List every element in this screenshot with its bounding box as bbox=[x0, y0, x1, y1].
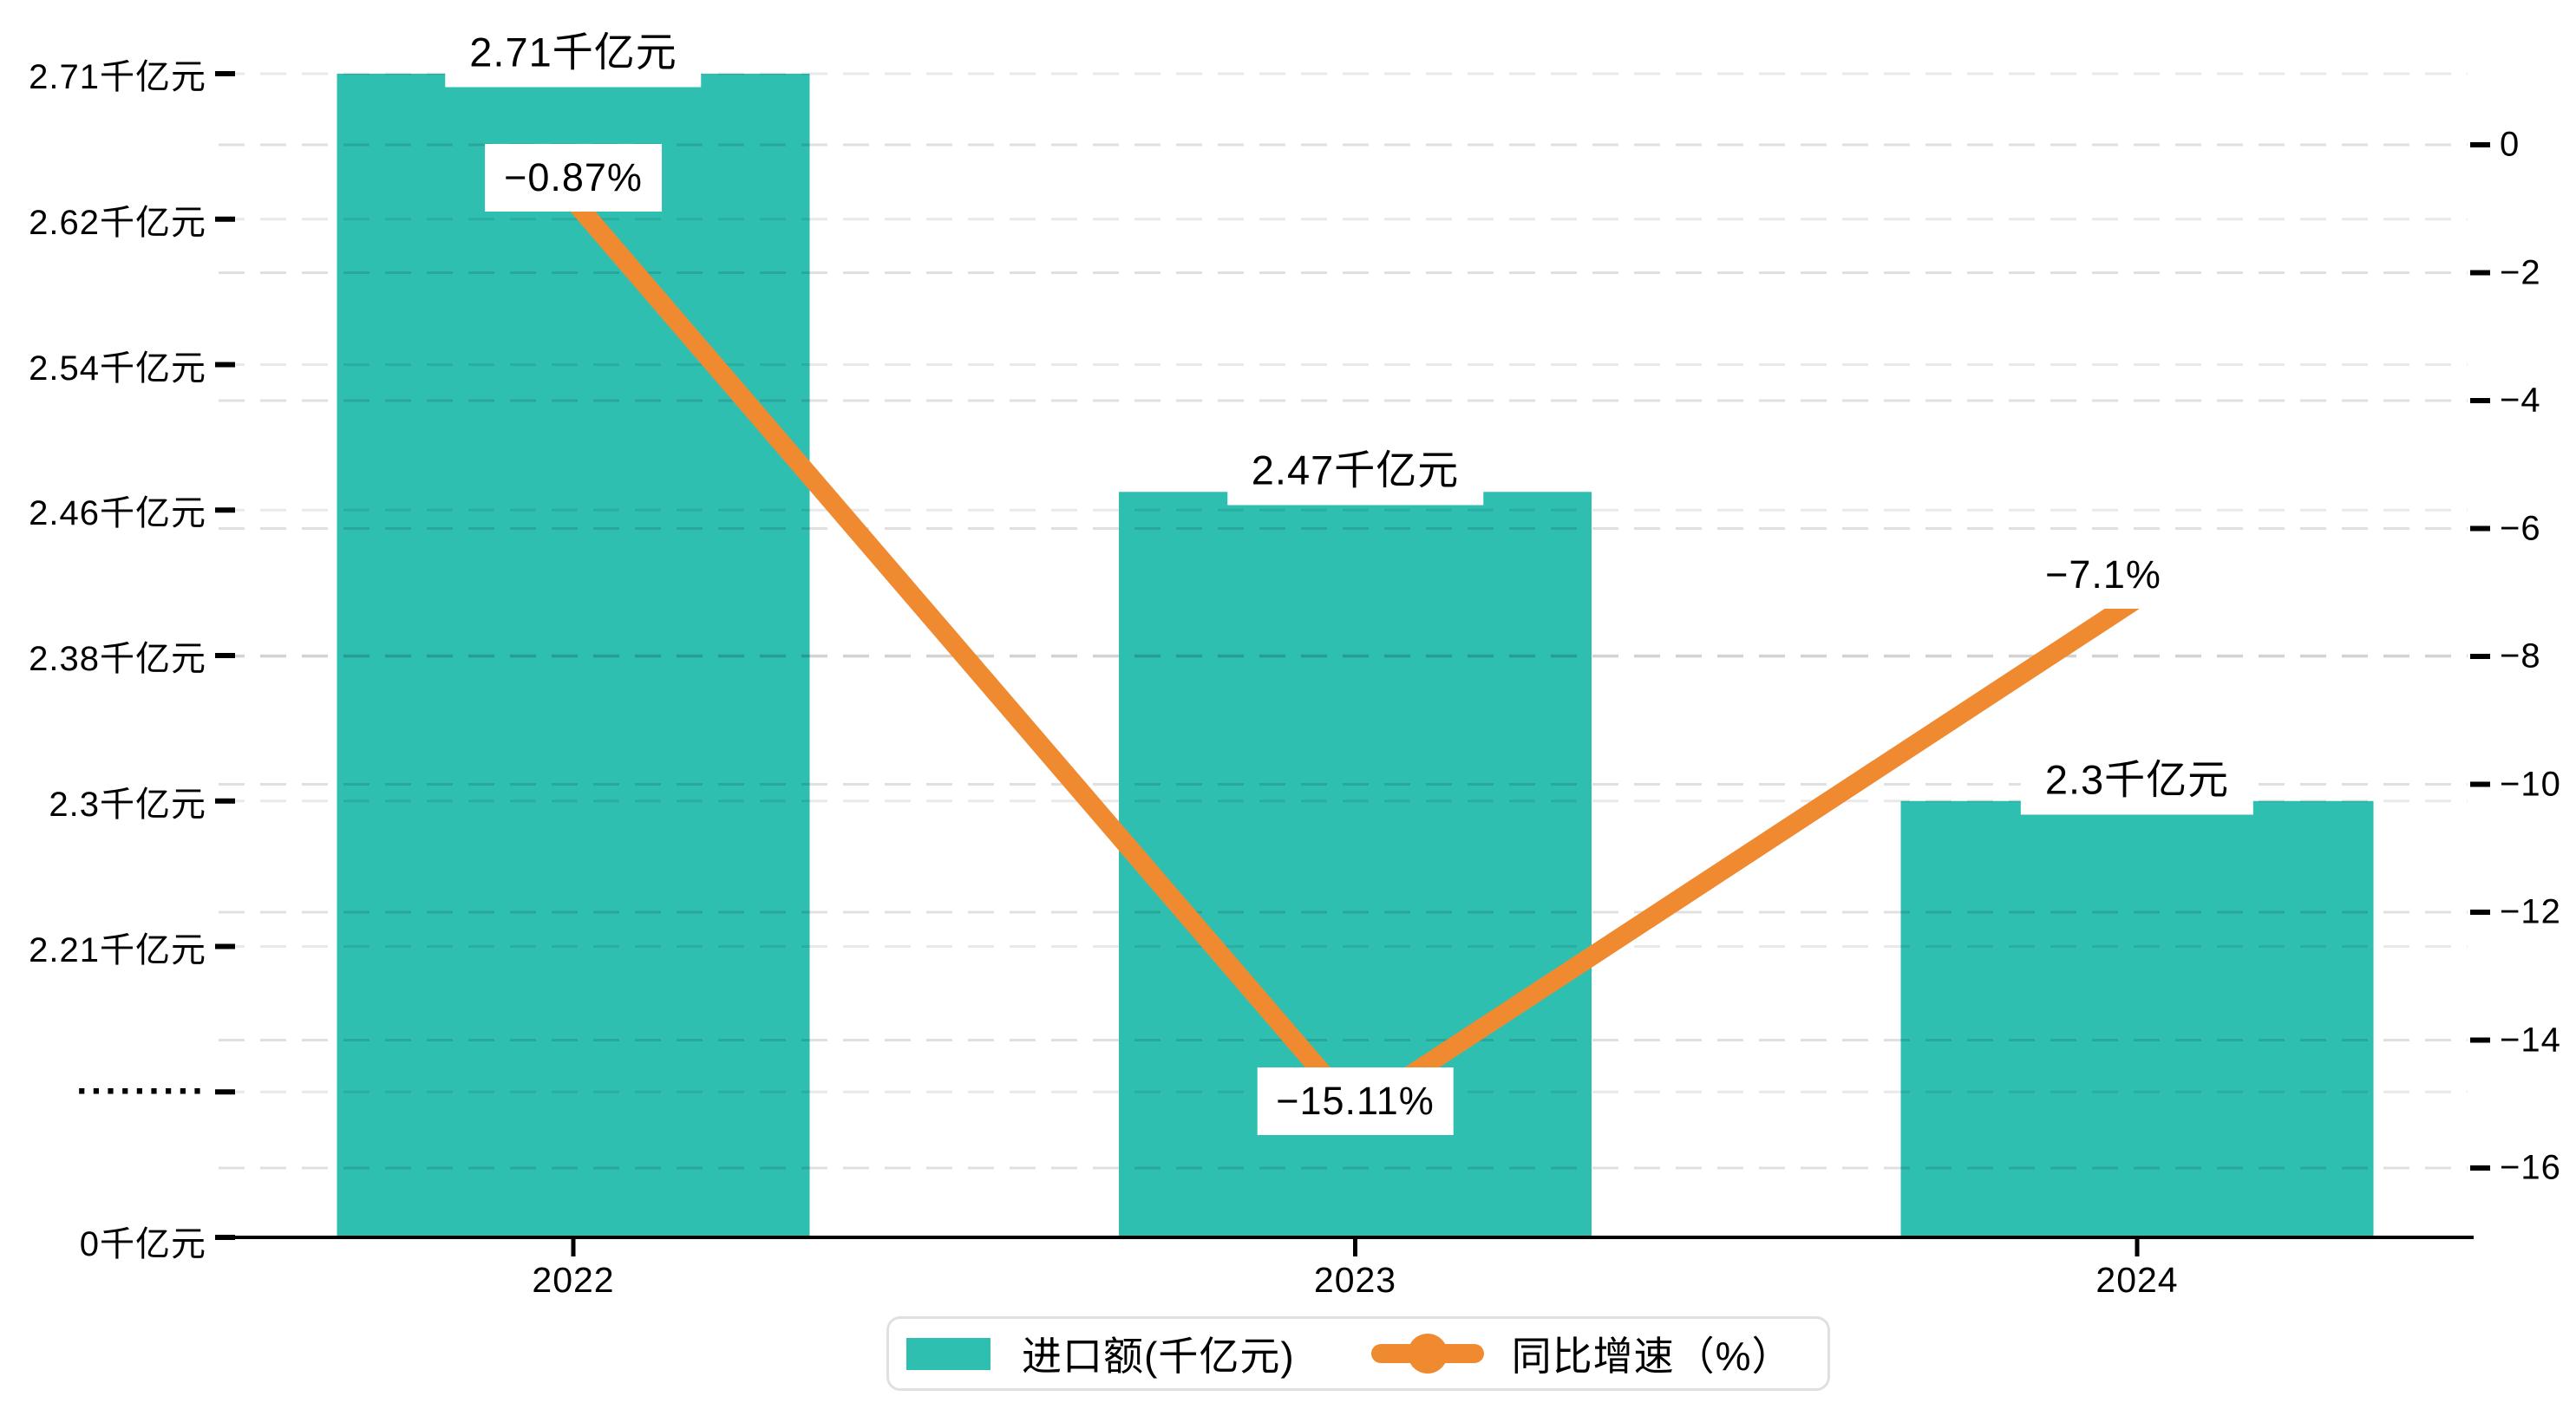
right-axis-tick-label: 0 bbox=[2500, 125, 2520, 164]
left-axis-tick-label: 2.62千亿元 bbox=[29, 203, 206, 242]
line-value-label: −0.87% bbox=[485, 144, 662, 212]
right-axis-tick-mark bbox=[2470, 781, 2490, 787]
right-axis-tick-label: −16 bbox=[2500, 1148, 2561, 1187]
right-axis-tick-mark bbox=[2470, 270, 2490, 276]
left-axis-tick-mark bbox=[215, 653, 235, 658]
right-axis-tick-mark bbox=[2470, 654, 2490, 659]
left-axis-tick-label: 2.21千亿元 bbox=[29, 930, 206, 969]
right-axis-tick-label: −2 bbox=[2500, 253, 2541, 291]
bar-2024[interactable] bbox=[1900, 800, 2374, 1237]
line-value-label: −15.11% bbox=[1257, 1067, 1454, 1136]
left-axis-tick-mark bbox=[215, 1089, 235, 1095]
right-axis-tick-mark bbox=[2470, 525, 2490, 532]
left-axis-tick-label: 2.54千亿元 bbox=[29, 349, 206, 388]
x-axis-tick-mark bbox=[571, 1237, 576, 1256]
legend-item-growth-rate[interactable]: 同比增速（%） bbox=[1370, 1325, 1793, 1382]
left-axis-tick-mark bbox=[215, 798, 235, 804]
right-axis-tick-label: −10 bbox=[2500, 765, 2561, 803]
bar-value-label: 2.71千亿元 bbox=[445, 10, 702, 88]
x-axis-tick-mark bbox=[2135, 1237, 2140, 1256]
right-axis-tick-label: −12 bbox=[2500, 892, 2561, 931]
bar-series-swatch-icon bbox=[906, 1337, 991, 1370]
right-axis-tick-mark bbox=[2470, 142, 2490, 147]
left-axis-tick-mark bbox=[215, 71, 235, 76]
left-axis-tick-label: 2.46千亿元 bbox=[29, 494, 206, 533]
legend: 进口额(千亿元) 同比增速（%） bbox=[886, 1316, 1830, 1391]
left-axis-tick-mark bbox=[215, 216, 235, 222]
bar-value-label: 2.47千亿元 bbox=[1226, 427, 1484, 506]
x-axis-category-label: 2024 bbox=[2095, 1260, 2179, 1300]
left-axis-tick-mark bbox=[215, 1235, 235, 1240]
left-axis-tick-mark bbox=[215, 507, 235, 513]
line-value-label: −7.1% bbox=[2026, 540, 2180, 609]
left-axis-tick-label: 2.3千亿元 bbox=[49, 785, 206, 824]
legend-label-growth-rate: 同比增速（%） bbox=[1511, 1334, 1793, 1379]
right-axis-tick-mark bbox=[2470, 910, 2490, 915]
right-axis-tick-mark bbox=[2470, 398, 2490, 403]
left-axis-tick-mark bbox=[215, 362, 235, 368]
bar-value-label: 2.3千亿元 bbox=[2020, 737, 2254, 815]
x-axis-category-label: 2023 bbox=[1313, 1260, 1397, 1300]
left-axis-tick-label: 2.71千亿元 bbox=[29, 58, 206, 96]
left-axis-tick-label: 2.38千亿元 bbox=[29, 640, 206, 678]
right-axis-tick-mark bbox=[2470, 1165, 2490, 1171]
right-axis-tick-label: −4 bbox=[2500, 381, 2541, 420]
left-axis-tick-mark bbox=[215, 943, 235, 949]
right-axis-tick-label: −8 bbox=[2500, 636, 2541, 675]
x-axis-category-label: 2022 bbox=[532, 1260, 615, 1300]
legend-label-import-value: 进口额(千亿元) bbox=[1022, 1334, 1295, 1379]
right-axis-tick-label: −14 bbox=[2500, 1021, 2561, 1059]
x-axis-tick-mark bbox=[1353, 1237, 1357, 1256]
bar-2022[interactable] bbox=[337, 74, 810, 1237]
right-axis-tick-label: −6 bbox=[2500, 509, 2541, 547]
left-axis-break-dots: ········· bbox=[76, 1070, 206, 1113]
legend-item-import-value[interactable]: 进口额(千亿元) bbox=[906, 1325, 1295, 1382]
right-axis-tick-mark bbox=[2470, 1037, 2490, 1043]
line-series-line-dot-icon bbox=[1370, 1344, 1484, 1363]
left-axis-tick-label: 0千亿元 bbox=[79, 1225, 206, 1263]
